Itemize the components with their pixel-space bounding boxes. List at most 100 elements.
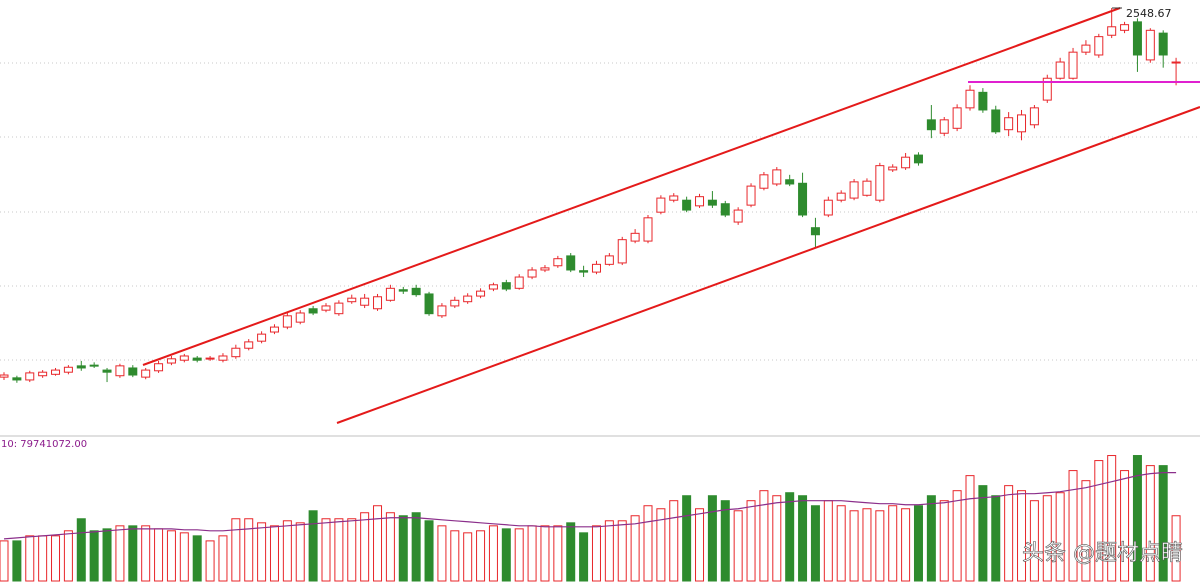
volume-bar bbox=[991, 495, 1001, 582]
volume-bar bbox=[205, 540, 215, 582]
volume-bar bbox=[141, 525, 151, 582]
volume-bar bbox=[411, 512, 421, 582]
volume-bar bbox=[720, 500, 730, 582]
volume-bar bbox=[1171, 515, 1181, 582]
candle-body bbox=[51, 369, 61, 375]
candle-body bbox=[1068, 51, 1078, 79]
volume-bar bbox=[798, 495, 808, 582]
volume-bar bbox=[257, 522, 267, 582]
candle-body bbox=[1107, 26, 1117, 36]
candle-body bbox=[1042, 77, 1052, 101]
candle-body bbox=[1120, 24, 1130, 31]
candles bbox=[0, 7, 1181, 383]
volume-bar bbox=[682, 495, 692, 582]
candle-body bbox=[656, 197, 666, 213]
volume-bar bbox=[952, 490, 962, 582]
candle-body bbox=[514, 276, 524, 289]
candle-body bbox=[347, 297, 357, 303]
volume-bar bbox=[295, 522, 305, 582]
candle-body bbox=[1029, 107, 1039, 126]
volume-bar bbox=[643, 505, 653, 582]
volume-bar bbox=[1029, 500, 1039, 582]
candle-body bbox=[488, 284, 498, 290]
volume-bar bbox=[553, 525, 563, 582]
high-label: 2548.67 bbox=[1126, 7, 1172, 20]
volume-bar bbox=[1120, 470, 1130, 582]
volume-bar bbox=[373, 505, 383, 582]
volume-bar bbox=[398, 515, 408, 582]
candle-body bbox=[823, 199, 833, 216]
candle-body bbox=[63, 366, 73, 373]
volume-bar bbox=[1081, 480, 1091, 582]
volume-bar bbox=[347, 518, 357, 582]
volume-bar bbox=[0, 540, 9, 582]
volume-bar bbox=[1055, 492, 1065, 582]
candle-body bbox=[643, 217, 653, 242]
candle-body bbox=[733, 209, 743, 223]
candle-body bbox=[695, 196, 705, 207]
candle-body bbox=[1145, 29, 1155, 61]
candle-body bbox=[385, 287, 395, 301]
candle-body bbox=[836, 192, 846, 201]
candle-body bbox=[604, 255, 614, 265]
candle-body bbox=[257, 333, 267, 342]
volume-bar bbox=[154, 528, 164, 582]
candle-body bbox=[810, 227, 820, 236]
candle-body bbox=[1004, 117, 1014, 131]
candle-body bbox=[746, 185, 756, 206]
volume-bar bbox=[746, 500, 756, 582]
volume-bar bbox=[617, 520, 627, 582]
candle-body bbox=[373, 296, 383, 310]
candle-body bbox=[179, 355, 189, 361]
volume-bar bbox=[965, 475, 975, 582]
candle-body bbox=[308, 308, 318, 314]
candle-body bbox=[501, 282, 511, 290]
volume-bar bbox=[823, 500, 833, 582]
candle-body bbox=[166, 358, 176, 364]
volume-bar bbox=[488, 525, 498, 582]
volume-bar bbox=[939, 500, 949, 582]
candle-body bbox=[669, 195, 679, 201]
candle-body bbox=[231, 347, 241, 358]
volume bbox=[0, 455, 1181, 582]
volume-bar bbox=[51, 535, 61, 582]
volume-bar bbox=[463, 532, 473, 582]
candle-body bbox=[1094, 36, 1104, 56]
candle-body bbox=[1081, 44, 1091, 53]
volume-bar bbox=[591, 525, 601, 582]
volume-bar bbox=[360, 512, 370, 582]
volume-bar bbox=[579, 532, 589, 582]
candle-body bbox=[772, 169, 782, 185]
candle-body bbox=[682, 199, 692, 211]
candle-body bbox=[154, 363, 164, 372]
volume-bar bbox=[785, 492, 795, 582]
volume-bar bbox=[244, 518, 254, 582]
candle-body bbox=[1055, 61, 1065, 79]
volume-bar bbox=[1094, 460, 1104, 582]
candle-body bbox=[411, 287, 421, 296]
volume-bar bbox=[836, 505, 846, 582]
volume-bar bbox=[913, 505, 923, 582]
candle-body bbox=[798, 182, 808, 216]
volume-bar bbox=[759, 490, 769, 582]
candle-body bbox=[785, 179, 795, 185]
candle-body bbox=[38, 371, 48, 377]
annotations bbox=[142, 7, 1200, 424]
volume-bar bbox=[76, 518, 86, 582]
volume-bar bbox=[1017, 490, 1027, 582]
volume-bar bbox=[1145, 465, 1155, 582]
volume-bar bbox=[115, 525, 125, 582]
candle-body bbox=[244, 341, 254, 349]
volume-bar bbox=[901, 508, 911, 582]
volume-bar bbox=[862, 508, 872, 582]
candle-body bbox=[888, 166, 898, 171]
volume-bar bbox=[888, 505, 898, 582]
candle-body bbox=[321, 305, 331, 311]
candle-body bbox=[707, 199, 717, 206]
volume-bar bbox=[179, 532, 189, 582]
candle-body bbox=[269, 326, 279, 333]
channel-upper bbox=[142, 7, 1121, 366]
candle-body bbox=[965, 89, 975, 109]
candle-body bbox=[1158, 32, 1168, 56]
candle-body bbox=[0, 374, 9, 378]
